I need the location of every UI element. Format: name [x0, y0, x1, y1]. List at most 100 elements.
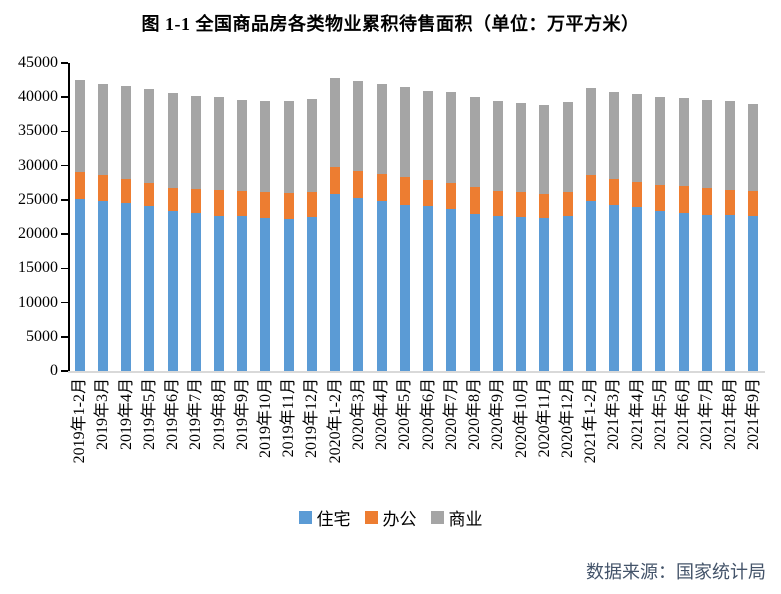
bar-segment-commercial — [516, 103, 527, 192]
x-axis-label: 2021年8月 — [721, 378, 739, 451]
x-axis-label: 2020年7月 — [442, 378, 460, 451]
x-axis-label: 2021年1-2月 — [582, 378, 600, 464]
bar-segment-residential — [678, 212, 689, 371]
x-axis-label: 2021年7月 — [698, 378, 716, 451]
y-axis-tick — [61, 96, 68, 98]
y-axis-line — [68, 63, 70, 372]
bar-segment-residential — [423, 206, 434, 371]
bar-segment-office — [97, 175, 108, 202]
bar-segment-commercial — [585, 87, 596, 175]
y-axis-label: 25000 — [18, 190, 58, 208]
bar-segment-office — [74, 172, 85, 199]
x-axis-baseline — [68, 371, 765, 373]
bar-segment-office — [678, 185, 689, 213]
legend-swatch-commercial — [430, 511, 444, 524]
x-axis-label: 2021年3月 — [605, 378, 623, 451]
bar-segment-office — [701, 187, 712, 215]
bar-segment-commercial — [469, 97, 480, 187]
x-axis-label: 2020年5月 — [396, 378, 414, 451]
legend-label-commercial: 商业 — [448, 510, 483, 529]
bar-segment-residential — [167, 211, 178, 371]
y-axis-tick — [61, 336, 68, 338]
bar-segment-residential — [725, 215, 736, 371]
bar-segment-commercial — [399, 86, 410, 177]
y-axis-tick — [61, 301, 68, 304]
bar-segment-residential — [260, 218, 271, 371]
bar-segment-residential — [74, 198, 85, 371]
bar-segment-office — [725, 189, 736, 216]
bar-segment-office — [190, 188, 201, 214]
bar-segment-commercial — [330, 78, 341, 168]
bar-segment-residential — [399, 204, 410, 371]
bar-segment-office — [399, 176, 410, 205]
bar-segment-residential — [655, 210, 666, 371]
bar-segment-commercial — [74, 80, 85, 173]
bar-segment-commercial — [214, 96, 225, 190]
y-axis-tick — [61, 233, 68, 235]
bar-segment-commercial — [260, 101, 271, 193]
y-axis-tick — [61, 267, 68, 270]
y-axis-tick — [61, 199, 68, 201]
bar-segment-residential — [237, 216, 248, 371]
bar-segment-commercial — [121, 85, 132, 179]
legend-item-office: 办公 — [364, 505, 417, 530]
bar-segment-residential — [376, 200, 387, 371]
x-axis-label: 2020年1-2月 — [326, 378, 344, 464]
bar-segment-residential — [516, 217, 527, 371]
x-axis-label: 2019年8月 — [210, 378, 228, 451]
bar-segment-commercial — [237, 99, 248, 191]
bar-segment-residential — [469, 213, 480, 371]
bar-segment-residential — [608, 204, 619, 371]
bar-segment-residential — [585, 201, 596, 371]
bar-segment-residential — [121, 202, 132, 371]
bar-segment-commercial — [562, 102, 573, 192]
bar-segment-commercial — [492, 101, 503, 191]
legend-label-office: 办公 — [382, 510, 417, 529]
bar-segment-commercial — [632, 94, 643, 183]
bar-segment-commercial — [283, 100, 294, 194]
bar-segment-commercial — [423, 91, 434, 180]
bar-segment-residential — [190, 213, 201, 371]
data-source: 数据来源：国家统计局 — [586, 562, 766, 582]
x-axis-label: 2021年6月 — [675, 378, 693, 451]
x-axis-label: 2020年12月 — [559, 378, 577, 459]
y-axis-label: 45000 — [18, 54, 58, 71]
y-axis-label: 40000 — [18, 88, 58, 106]
bar-segment-commercial — [678, 98, 689, 186]
bar-segment-commercial — [446, 92, 457, 184]
y-axis-label: 5000 — [26, 327, 58, 345]
x-axis-label: 2020年9月 — [489, 378, 507, 451]
bar-segment-commercial — [608, 91, 619, 179]
bar-segment-commercial — [376, 84, 387, 174]
bar-segment-residential — [283, 218, 294, 371]
y-axis-label: 0 — [50, 362, 58, 379]
bar-segment-office — [330, 167, 341, 195]
bar-segment-office — [632, 182, 643, 208]
y-axis-label: 10000 — [18, 293, 58, 311]
bar-segment-commercial — [655, 97, 666, 185]
bar-segment-commercial — [190, 95, 201, 189]
bar-segment-residential — [330, 194, 341, 371]
bar-segment-office — [306, 192, 317, 218]
x-axis-label: 2020年3月 — [349, 378, 367, 451]
legend: 住宅 办公 商业 — [0, 505, 781, 530]
bar-segment-residential — [748, 216, 759, 371]
bar-segment-residential — [214, 215, 225, 371]
bar-segment-office — [469, 186, 480, 214]
y-axis-label: 20000 — [18, 225, 58, 243]
bar-segment-office — [353, 170, 364, 199]
chart-title: 图 1-1 全国商品房各类物业累积待售面积（单位：万平方米） — [141, 14, 640, 34]
bar-segment-commercial — [167, 93, 178, 189]
bar-segment-office — [539, 194, 550, 219]
bar-segment-residential — [562, 216, 573, 371]
bar-segment-office — [516, 192, 527, 217]
x-axis-label: 2020年10月 — [512, 378, 530, 459]
bar-segment-residential — [97, 201, 108, 371]
bar-segment-office — [376, 173, 387, 201]
x-axis-label: 2021年9月 — [744, 378, 762, 451]
bar-segment-office — [748, 191, 759, 217]
y-axis-label: 30000 — [18, 156, 58, 174]
x-axis-label: 2019年9月 — [233, 378, 251, 451]
x-axis-label: 2020年11月 — [535, 378, 553, 458]
